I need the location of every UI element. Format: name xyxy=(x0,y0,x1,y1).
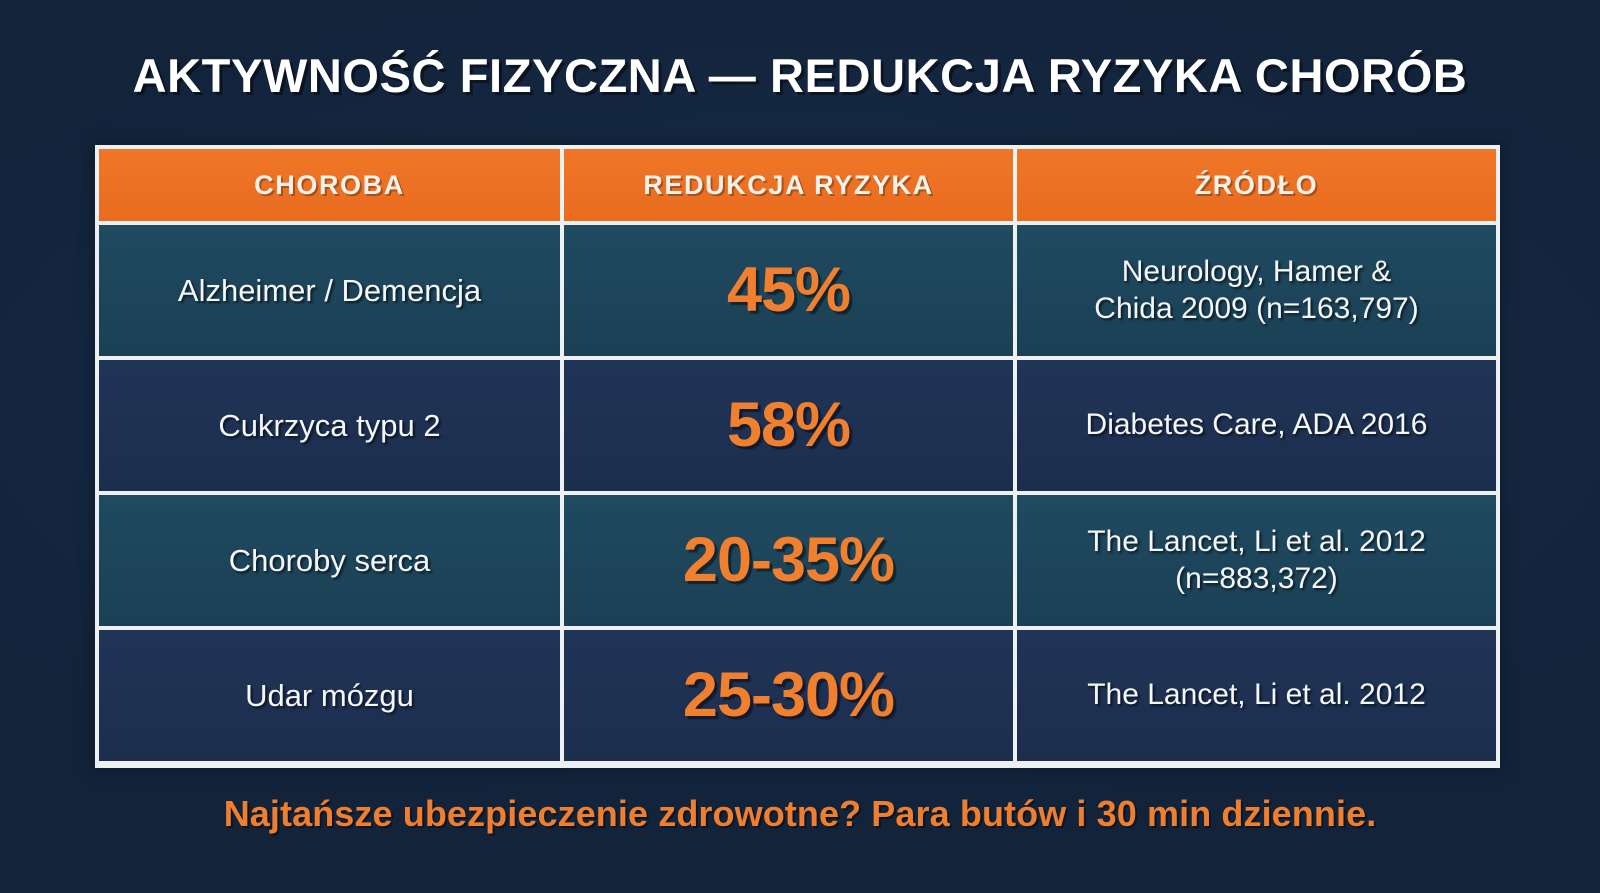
cell-reduction: 20-35% xyxy=(564,495,1013,626)
cell-disease: Udar mózgu xyxy=(99,630,560,761)
page-title: AKTYWNOŚĆ FIZYCZNA — REDUKCJA RYZYKA CHO… xyxy=(132,49,1468,102)
footer-tagline: Najtańsze ubezpieczenie zdrowotne? Para … xyxy=(223,793,1377,834)
cell-reduction: 45% xyxy=(564,225,1013,356)
column-header-disease: CHOROBA xyxy=(99,149,560,221)
cell-reduction: 58% xyxy=(564,360,1013,491)
column-header-source: ŹRÓDŁO xyxy=(1017,149,1496,221)
cell-disease: Alzheimer / Demencja xyxy=(99,225,560,356)
table-row: Cukrzyca typu 2 58% Diabetes Care, ADA 2… xyxy=(99,360,1496,491)
table-row: Udar mózgu 25-30% The Lancet, Li et al. … xyxy=(99,630,1496,761)
cell-source: Neurology, Hamer & Chida 2009 (n=163,797… xyxy=(1017,225,1496,356)
table-row: Alzheimer / Demencja 45% Neurology, Hame… xyxy=(99,225,1496,356)
column-header-reduction: REDUKCJA RYZYKA xyxy=(564,149,1013,221)
cell-source: Diabetes Care, ADA 2016 xyxy=(1017,360,1496,491)
table-header-row: CHOROBA REDUKCJA RYZYKA ŹRÓDŁO xyxy=(99,149,1496,221)
cell-disease: Cukrzyca typu 2 xyxy=(99,360,560,491)
cell-source: The Lancet, Li et al. 2012 xyxy=(1017,630,1496,761)
risk-reduction-table: CHOROBA REDUKCJA RYZYKA ŹRÓDŁO Alzheimer… xyxy=(95,145,1500,768)
table-row: Choroby serca 20-35% The Lancet, Li et a… xyxy=(99,495,1496,626)
cell-reduction: 25-30% xyxy=(564,630,1013,761)
cell-disease: Choroby serca xyxy=(99,495,560,626)
cell-source: The Lancet, Li et al. 2012 (n=883,372) xyxy=(1017,495,1496,626)
